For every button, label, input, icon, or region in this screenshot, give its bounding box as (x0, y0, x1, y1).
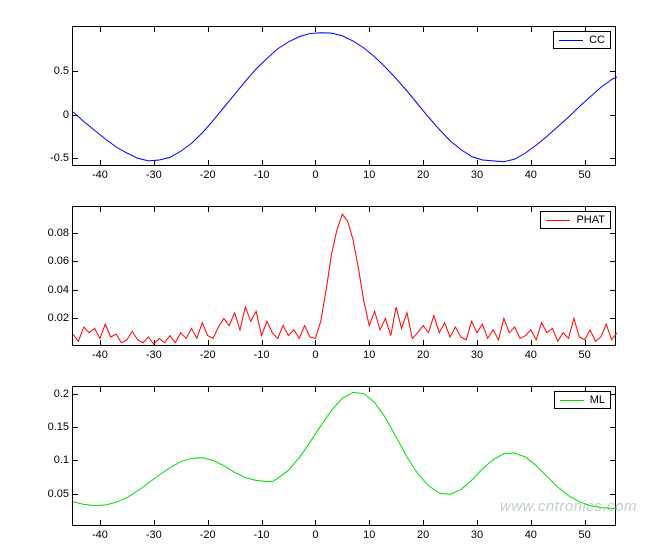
x-tick-label: 30 (471, 349, 483, 361)
x-tick-label: -10 (254, 169, 270, 181)
watermark-text: www.cntronics.com (500, 498, 637, 515)
x-tick-label: 0 (312, 169, 318, 181)
x-tick-label: 40 (525, 349, 537, 361)
legend: CC (553, 31, 611, 49)
x-tick-label: -40 (92, 169, 108, 181)
chart-panel-cc: -0.500.5-40-30-20-1001020304050CC (72, 26, 616, 166)
series-line (73, 27, 617, 167)
x-tick-label: 40 (525, 169, 537, 181)
x-tick-label: 0 (312, 349, 318, 361)
y-tick-label: 0.5 (54, 65, 69, 77)
legend-label: ML (590, 394, 605, 406)
y-tick-label: 0.04 (48, 284, 69, 296)
y-tick-label: 0.2 (54, 388, 69, 400)
y-tick-label: 0.02 (48, 312, 69, 324)
x-tick-label: 20 (417, 349, 429, 361)
y-tick-label: 0.05 (48, 488, 69, 500)
x-tick-label: 30 (471, 529, 483, 541)
legend: PHAT (540, 211, 611, 229)
y-tick-label: 0.1 (54, 454, 69, 466)
x-tick-label: 50 (579, 169, 591, 181)
x-tick-label: 30 (471, 169, 483, 181)
legend-swatch (559, 40, 583, 41)
chart-panel-phat: 0.020.040.060.08-40-30-20-1001020304050P… (72, 206, 616, 346)
legend-swatch (546, 220, 570, 221)
y-tick-label: 0.06 (48, 255, 69, 267)
x-tick-label: 50 (579, 529, 591, 541)
x-tick-label: -30 (146, 169, 162, 181)
legend-swatch (560, 400, 584, 401)
x-tick-label: -40 (92, 349, 108, 361)
x-tick-label: 40 (525, 529, 537, 541)
y-tick-label: 0 (63, 109, 69, 121)
x-tick-label: 10 (363, 169, 375, 181)
x-tick-label: -30 (146, 349, 162, 361)
x-tick-label: 10 (363, 529, 375, 541)
y-tick-label: 0.08 (48, 227, 69, 239)
y-tick-label: 0.15 (48, 421, 69, 433)
legend-label: PHAT (576, 214, 605, 226)
series-line (73, 207, 617, 347)
x-tick-label: 20 (417, 529, 429, 541)
x-tick-label: 20 (417, 169, 429, 181)
legend-label: CC (589, 34, 605, 46)
y-tick-label: -0.5 (50, 152, 69, 164)
x-tick-label: -30 (146, 529, 162, 541)
x-tick-label: 0 (312, 529, 318, 541)
legend: ML (554, 391, 611, 409)
x-tick-label: -20 (200, 349, 216, 361)
x-tick-label: -40 (92, 529, 108, 541)
x-tick-label: -10 (254, 529, 270, 541)
x-tick-label: 50 (579, 349, 591, 361)
x-tick-label: -20 (200, 169, 216, 181)
x-tick-label: 10 (363, 349, 375, 361)
x-tick-label: -10 (254, 349, 270, 361)
x-tick-label: -20 (200, 529, 216, 541)
